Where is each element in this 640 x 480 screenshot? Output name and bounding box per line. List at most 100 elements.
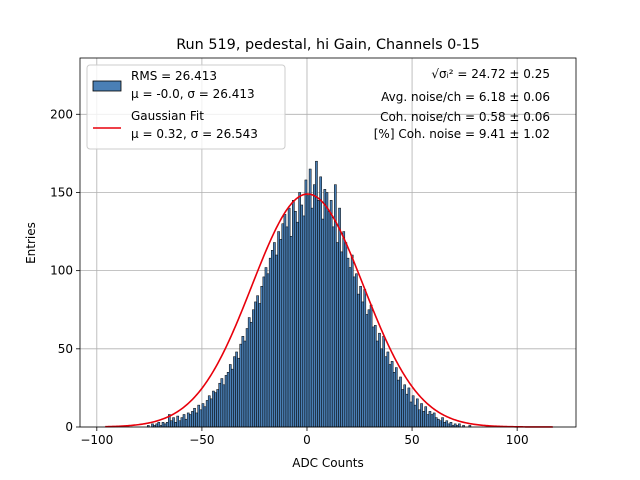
- histogram-bar: [243, 340, 247, 428]
- histogram-bar: [397, 379, 400, 428]
- histogram-bar: [224, 375, 228, 428]
- histogram-bar: [418, 409, 421, 428]
- x-tick-label: 50: [404, 433, 419, 447]
- histogram-bar: [321, 218, 325, 428]
- histogram-bar: [453, 423, 457, 428]
- histogram-bar: [340, 251, 343, 428]
- histogram-bar: [235, 351, 238, 428]
- histogram-bar: [296, 221, 299, 428]
- histogram-bar: [384, 356, 388, 428]
- histogram-bar: [268, 257, 272, 428]
- y-tick-label: 150: [50, 185, 73, 199]
- histogram-bar: [434, 417, 438, 428]
- histogram-bar: [203, 406, 207, 428]
- annotation-coh-noise: Coh. noise/ch = 0.58 ± 0.06: [380, 110, 550, 124]
- histogram-bar: [254, 301, 257, 428]
- histogram-bar: [439, 420, 442, 428]
- histogram-bar: [342, 231, 346, 428]
- histogram-bar: [319, 176, 322, 428]
- histogram-bar: [241, 336, 245, 428]
- histogram-bar: [302, 215, 306, 428]
- histogram-bar: [155, 423, 159, 428]
- legend-histogram-stats: μ = -0.0, σ = 26.413: [131, 87, 255, 101]
- histogram-bar: [430, 414, 434, 428]
- histogram-bar: [157, 422, 161, 428]
- histogram-bar: [350, 254, 354, 428]
- histogram-bar: [281, 223, 285, 428]
- histogram-bar: [178, 420, 182, 428]
- legend-fit-label: Gaussian Fit: [131, 109, 204, 123]
- annotation-sigma: √σᵢ² = 24.72 ± 0.25: [431, 67, 550, 81]
- histogram-bar: [344, 242, 348, 428]
- x-tick-label: −50: [189, 433, 214, 447]
- histogram-bar: [447, 423, 451, 428]
- histogram-bar: [432, 412, 436, 428]
- histogram-bar: [231, 368, 234, 428]
- histogram-bar: [289, 235, 293, 428]
- histogram-bar: [445, 420, 449, 428]
- legend-fit-stats: μ = 0.32, σ = 26.543: [131, 127, 258, 141]
- histogram-bar: [388, 364, 392, 428]
- histogram-bar: [186, 412, 190, 428]
- histogram-bar: [369, 304, 373, 428]
- histogram-bar: [191, 411, 194, 428]
- histogram-bar: [399, 376, 402, 428]
- histogram-bar: [170, 420, 173, 428]
- histogram-bar: [220, 378, 224, 428]
- histogram-bar: [165, 422, 169, 428]
- histogram-bar: [262, 276, 266, 428]
- histogram-bar: [298, 192, 301, 428]
- histogram-bar: [214, 392, 217, 428]
- histogram-bar: [216, 389, 219, 428]
- histogram-bar: [222, 384, 226, 428]
- histogram-bar: [331, 226, 335, 428]
- histogram-bar: [373, 325, 377, 428]
- histogram-bar: [426, 414, 430, 428]
- histogram-bar: [424, 406, 428, 428]
- x-tick-label: 100: [506, 433, 529, 447]
- histogram-bar: [380, 348, 383, 428]
- histogram-bar: [195, 412, 198, 428]
- histogram-bar: [226, 372, 230, 428]
- y-tick-label: 100: [50, 264, 73, 278]
- histogram-bar: [401, 389, 404, 428]
- histogram-bar: [201, 403, 205, 428]
- histogram-bar: [233, 356, 236, 428]
- histogram-bar: [189, 414, 192, 428]
- histogram-bar: [336, 242, 339, 428]
- histogram-bar: [327, 210, 331, 428]
- histogram-bar: [325, 192, 329, 428]
- legend-histogram-swatch: [92, 80, 122, 92]
- histogram-bar: [163, 423, 167, 428]
- histogram-bar: [300, 204, 304, 428]
- histogram-bar: [437, 418, 440, 428]
- histogram-bar: [416, 398, 419, 428]
- histogram-bar: [361, 301, 364, 428]
- histogram-bar: [283, 214, 287, 428]
- axis-ticks: −100 −50 0 50 100 0 50 100 150 200: [50, 107, 529, 447]
- histogram-bar: [420, 403, 423, 428]
- annotation-coh-noise-percent: [%] Coh. noise = 9.41 ± 1.02: [374, 127, 550, 141]
- histogram-bar: [409, 401, 413, 428]
- histogram-bar: [338, 207, 341, 428]
- histogram-bar: [277, 231, 280, 428]
- histogram-bar: [258, 303, 261, 428]
- chart-title: Run 519, pedestal, hi Gain, Channels 0-1…: [176, 37, 480, 53]
- histogram-bar: [376, 340, 379, 428]
- histogram-bar: [199, 409, 203, 428]
- histogram-bar: [249, 321, 253, 428]
- histogram-bar: [193, 407, 196, 428]
- histogram-bar: [371, 326, 375, 428]
- x-tick-label: −100: [80, 433, 113, 447]
- legend: RMS = 26.413 μ = -0.0, σ = 26.413 Gaussi…: [86, 64, 286, 150]
- histogram-bar: [264, 267, 268, 428]
- y-tick-label: 0: [65, 420, 73, 434]
- histogram-bar: [161, 422, 165, 428]
- histogram-bar: [176, 415, 180, 428]
- histogram-bar: [287, 207, 291, 428]
- histogram-bar: [449, 422, 453, 428]
- histogram-bar: [174, 422, 177, 428]
- histogram-bar: [386, 351, 390, 428]
- x-tick-label: 0: [303, 433, 311, 447]
- legend-box: [86, 64, 286, 150]
